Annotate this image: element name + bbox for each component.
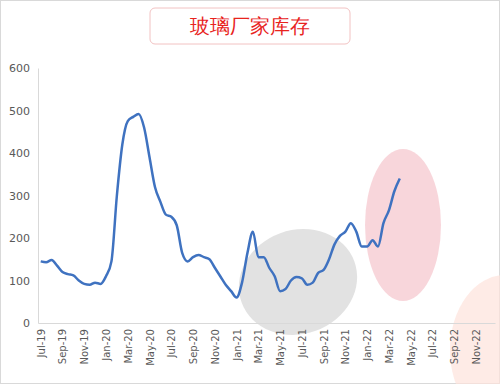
x-tick: Jul-19 (36, 323, 47, 358)
x-tick-label: Jan-21 (232, 329, 243, 362)
plot-area (41, 114, 400, 298)
x-tick-label: Nov-19 (79, 329, 90, 365)
x-tick: Jul-20 (166, 323, 177, 358)
x-tick: Mar-22 (384, 323, 395, 364)
y-tick: 0 (23, 317, 38, 330)
y-tick-label: 100 (9, 275, 30, 288)
y-tick-label: 200 (9, 232, 30, 245)
x-tick: Jan-22 (362, 323, 373, 362)
y-tick-label: 500 (9, 105, 30, 118)
x-tick-label: Jul-21 (297, 329, 308, 358)
x-tick-label: Sep-19 (57, 329, 68, 364)
x-tick: Jan-21 (232, 323, 243, 362)
frame (1, 1, 500, 384)
x-tick: Sep-19 (57, 323, 68, 364)
x-tick-label: Mar-22 (384, 329, 395, 364)
x-tick-label: Jul-19 (36, 329, 47, 358)
x-tick: May-22 (406, 323, 417, 366)
x-tick: Mar-21 (253, 323, 264, 364)
highlight-pink (365, 149, 441, 301)
x-tick-label: Sep-21 (319, 329, 330, 364)
x-tick: May-21 (275, 323, 286, 366)
x-tick: Nov-22 (471, 323, 482, 365)
y-tick: 500 (9, 105, 38, 118)
y-tick: 200 (9, 232, 38, 245)
x-tick-label: May-22 (406, 329, 417, 366)
x-tick-label: Nov-20 (210, 329, 221, 365)
y-tick: 400 (9, 147, 38, 160)
y-tick: 300 (9, 190, 38, 203)
x-tick: Nov-20 (210, 323, 221, 365)
y-tick-label: 300 (9, 190, 30, 203)
y-tick: 100 (9, 275, 38, 288)
y-axis: 0 100 200 300 400 500 600 (9, 62, 39, 330)
x-tick-label: May-21 (275, 329, 286, 366)
x-tick: Jul-22 (427, 323, 438, 358)
x-tick-label: Sep-20 (188, 329, 199, 364)
x-tick-label: Nov-22 (471, 329, 482, 365)
x-tick: Nov-21 (340, 323, 351, 365)
y-axis-line (38, 69, 39, 324)
x-tick-label: Nov-21 (340, 329, 351, 365)
title: 玻璃厂家库存 (190, 14, 310, 38)
x-tick-label: Jan-20 (101, 329, 112, 362)
x-tick: Jan-20 (101, 323, 112, 362)
x-tick-label: May-20 (145, 329, 156, 366)
chart: 玻璃厂家库存 0 100 200 300 400 500 600 Jul-19 Sep-19 Nov… (0, 0, 500, 384)
x-tick: Sep-22 (449, 323, 460, 364)
highlight-corner (450, 275, 500, 384)
x-tick-label: Jul-20 (166, 329, 177, 358)
x-tick: Sep-20 (188, 323, 199, 364)
x-axis-line (39, 323, 496, 324)
x-tick: Sep-21 (319, 323, 330, 364)
x-tick-label: Jul-22 (427, 329, 438, 358)
x-tick-label: Mar-21 (253, 329, 264, 364)
y-tick-label: 400 (9, 147, 30, 160)
x-tick-label: Jan-22 (362, 329, 373, 362)
x-axis: Jul-19 Sep-19 Nov-19 Jan-20 Mar-20 May-20 Jul-… (36, 323, 496, 366)
y-tick-label: 0 (23, 317, 30, 330)
y-tick-label: 600 (9, 62, 30, 75)
x-tick: Nov-19 (79, 323, 90, 365)
x-tick-label: Sep-22 (449, 329, 460, 364)
series-line (41, 114, 400, 298)
x-tick: Mar-20 (123, 323, 134, 364)
decoration (224, 149, 500, 384)
title-box (150, 8, 350, 44)
x-tick: Jul-21 (297, 323, 308, 358)
x-tick-label: Mar-20 (123, 329, 134, 364)
x-tick: May-20 (145, 323, 156, 366)
y-tick: 600 (9, 62, 38, 75)
